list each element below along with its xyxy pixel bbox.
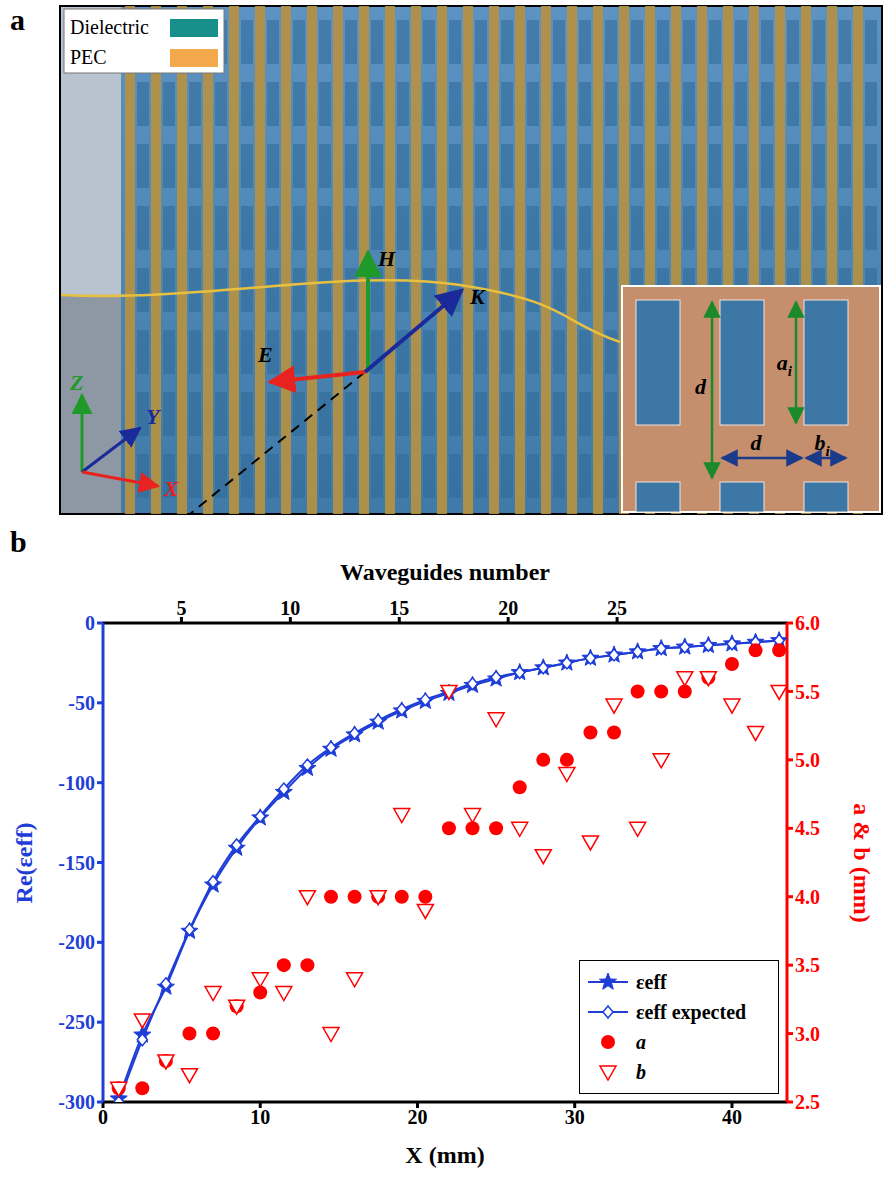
svg-text:4.0: 4.0	[795, 886, 820, 908]
svg-text:H: H	[377, 246, 396, 271]
svg-text:-150: -150	[58, 852, 95, 874]
svg-text:bi: bi	[814, 430, 830, 459]
svg-text:6.0: 6.0	[795, 612, 820, 634]
svg-text:5.5: 5.5	[795, 681, 820, 703]
svg-text:d: d	[695, 374, 707, 399]
svg-text:15: 15	[389, 597, 409, 619]
svg-text:Z: Z	[69, 370, 83, 395]
html-text:a: a	[636, 1030, 646, 1053]
svg-text:2.5: 2.5	[795, 1091, 820, 1113]
html-text:Waveguides number: Waveguides number	[340, 559, 550, 585]
html-text:Re(εeff): Re(εeff)	[10, 822, 37, 903]
svg-text:40: 40	[722, 1106, 742, 1128]
svg-text:0: 0	[85, 612, 95, 634]
svg-text:X: X	[163, 476, 180, 501]
html-text:b: b	[10, 525, 27, 558]
svg-text:20: 20	[498, 597, 518, 619]
html-text:X (mm): X (mm)	[405, 1142, 485, 1168]
svg-text:ai: ai	[777, 350, 793, 379]
svg-text:20: 20	[407, 1106, 427, 1128]
svg-text:Dielectric: Dielectric	[70, 16, 149, 38]
svg-text:-50: -50	[68, 692, 95, 714]
svg-text:PEC: PEC	[70, 46, 107, 68]
svg-text:0: 0	[98, 1106, 108, 1128]
svg-text:a: a	[10, 3, 25, 36]
svg-text:5.0: 5.0	[795, 749, 820, 771]
svg-text:10: 10	[280, 597, 300, 619]
html-text:b: b	[636, 1060, 646, 1083]
svg-text:3.5: 3.5	[795, 954, 820, 976]
svg-text:3.0: 3.0	[795, 1023, 820, 1045]
svg-text:-100: -100	[58, 772, 95, 794]
html-text:εeff expected: εeff expected	[636, 1000, 747, 1023]
html-text:a & b (mm): a & b (mm)	[848, 802, 875, 923]
svg-text:K: K	[469, 284, 486, 309]
svg-text:-250: -250	[58, 1011, 95, 1033]
svg-text:-200: -200	[58, 931, 95, 953]
svg-text:E: E	[257, 342, 273, 367]
html-text:εeff: εeff	[636, 970, 667, 993]
svg-text:10: 10	[250, 1106, 270, 1128]
svg-text:5: 5	[176, 597, 186, 619]
svg-text:30: 30	[565, 1106, 585, 1128]
svg-text:Y: Y	[146, 404, 162, 429]
svg-text:25: 25	[607, 597, 627, 619]
svg-text:d: d	[751, 430, 763, 455]
svg-text:4.5: 4.5	[795, 817, 820, 839]
svg-text:-300: -300	[58, 1091, 95, 1113]
